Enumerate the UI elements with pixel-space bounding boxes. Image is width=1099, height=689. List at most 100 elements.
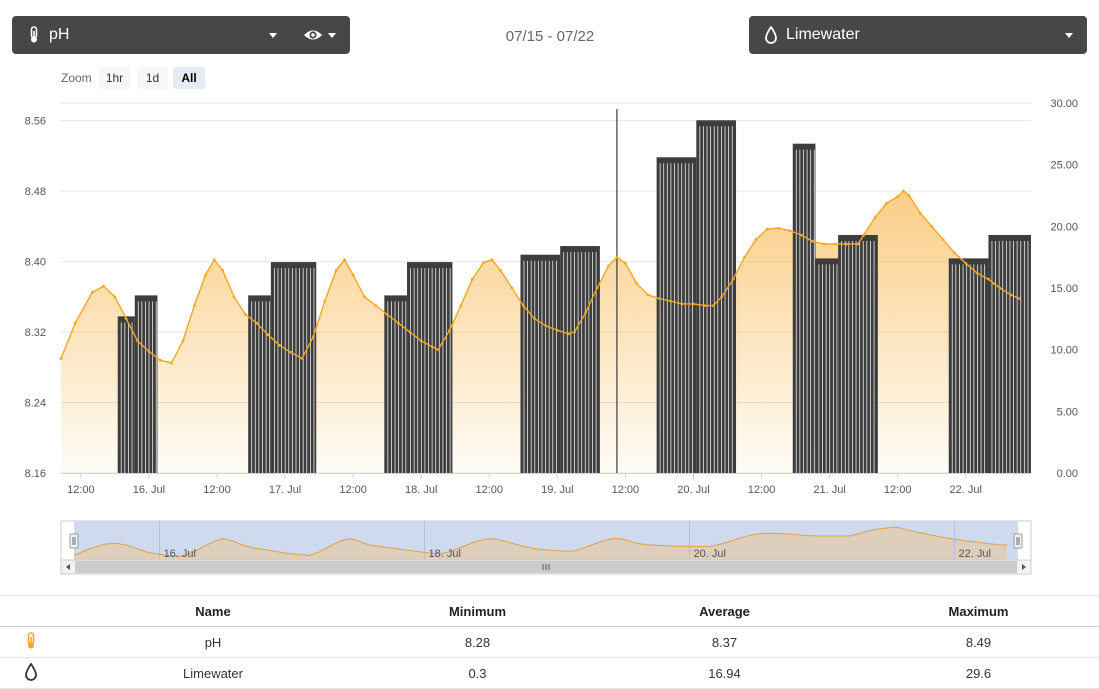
y-left-tick-label: 8.24: [25, 398, 46, 410]
ph-point: [1009, 293, 1013, 297]
ph-point: [573, 330, 576, 334]
x-tick-label: 12:00: [339, 484, 367, 496]
x-tick-label: 12:00: [748, 484, 776, 496]
y-right-tick-label: 0.00: [1057, 468, 1078, 480]
ph-point: [533, 317, 537, 321]
x-tick-label: 17. Jul: [269, 484, 301, 496]
ph-point: [521, 304, 525, 307]
ph-point: [244, 313, 247, 316]
ph-point: [743, 255, 746, 259]
ph-point: [212, 258, 216, 262]
ph-point: [584, 311, 588, 315]
sensor-select[interactable]: pH: [12, 16, 350, 54]
y-left-tick-label: 8.48: [25, 186, 46, 198]
x-tick-label: 20. Jul: [677, 484, 709, 496]
ph-point: [765, 227, 769, 231]
y-left-tick-label: 8.40: [25, 257, 46, 269]
ph-point: [624, 261, 627, 265]
zoom-1d-button[interactable]: 1d: [137, 67, 168, 89]
stats-avg: 8.37: [591, 626, 858, 658]
handle-body: [69, 533, 79, 549]
dosing-select[interactable]: Limewater: [749, 16, 1087, 54]
stats-table: Name Minimum Average Maximum pH 8.28 8.3…: [0, 595, 1099, 689]
x-tick-label: 12:00: [884, 484, 912, 496]
stats-header-min: Minimum: [364, 595, 591, 627]
ph-point: [204, 273, 208, 277]
navigator-handle[interactable]: [69, 533, 79, 549]
thermometer-icon: [0, 626, 62, 658]
scroll-right-icon[interactable]: [1022, 564, 1026, 570]
stats-header-icon: [0, 595, 62, 627]
limewater-column: [384, 295, 408, 473]
ph-point: [278, 343, 281, 347]
ph-point: [124, 317, 128, 321]
ph-point: [334, 269, 338, 272]
ph-point: [615, 255, 619, 259]
ph-point: [351, 273, 355, 277]
ph-point: [930, 224, 934, 228]
ph-point: [289, 350, 293, 354]
x-tick-label: 16. Jul: [133, 484, 165, 496]
limewater-column: [948, 258, 989, 473]
ph-point: [397, 321, 400, 325]
x-tick-label: 12:00: [476, 484, 504, 496]
ph-point: [646, 293, 650, 297]
ph-point: [658, 297, 661, 300]
ph-point: [919, 211, 922, 215]
ph-point: [555, 328, 559, 332]
chevron-down-icon: [1065, 33, 1073, 38]
navigator-handle[interactable]: [1013, 533, 1023, 549]
zoom-1hr-button[interactable]: 1hr: [99, 67, 130, 89]
ph-point: [987, 277, 990, 281]
thermometer-icon: [30, 26, 38, 43]
ph-point: [363, 295, 366, 299]
navigator-area: [74, 527, 1007, 560]
x-tick-label: 12:00: [203, 484, 231, 496]
ph-point: [907, 194, 911, 197]
y-left-tick-label: 8.56: [25, 116, 46, 128]
ph-point: [964, 261, 968, 265]
dosing-select-label: Limewater: [786, 26, 860, 43]
limewater-column: [560, 246, 600, 473]
ph-point: [788, 229, 792, 233]
stats-row-ph: pH 8.28 8.37 8.49: [0, 626, 1099, 658]
scroll-left-icon[interactable]: [66, 564, 70, 570]
ph-point: [408, 330, 412, 334]
ph-point: [992, 282, 996, 285]
handle-body: [1013, 533, 1023, 549]
navigator-line: [73, 526, 1008, 557]
zoom-all-button[interactable]: All: [173, 67, 205, 89]
ph-point: [731, 277, 735, 281]
ph-point: [902, 189, 905, 193]
limewater-column: [696, 120, 737, 473]
ph-point: [343, 258, 346, 262]
limewater-column: [520, 254, 561, 473]
ph-point: [323, 299, 327, 303]
eye-icon[interactable]: [303, 27, 323, 43]
ph-point: [459, 304, 463, 307]
ph-point: [680, 302, 684, 306]
ph-point: [113, 295, 117, 299]
limewater-column: [792, 143, 816, 473]
limewater-column: [656, 157, 697, 473]
ph-point: [255, 321, 259, 325]
navigator-tick-label: 20. Jul: [694, 548, 726, 560]
x-tick-label: 21. Jul: [813, 484, 845, 496]
y-right-tick-label: 25.00: [1050, 160, 1078, 172]
chart: 8.16 8.24 8.32 8.40 8.48 8.56 0.00 5.00 10.00 15.…: [25, 98, 1078, 496]
navigator-tick-label: 18. Jul: [429, 548, 461, 560]
y-right-tick-label: 10.00: [1050, 345, 1078, 357]
stats-header-row: Name Minimum Average Maximum: [0, 595, 1099, 627]
zoom-label: Zoom: [61, 71, 92, 85]
stats-header-avg: Average: [591, 595, 858, 627]
stats-max: 8.49: [858, 626, 1099, 658]
ph-point: [147, 350, 151, 353]
navigator[interactable]: 16. Jul 18. Jul 20. Jul 22. Jul: [0, 515, 1099, 577]
ph-point: [490, 258, 494, 262]
ph-point: [510, 286, 514, 290]
ph-point: [703, 304, 707, 307]
limewater-column: [270, 262, 317, 473]
ph-point: [544, 324, 548, 328]
ph-point: [998, 286, 1002, 290]
ph-point: [607, 264, 610, 268]
